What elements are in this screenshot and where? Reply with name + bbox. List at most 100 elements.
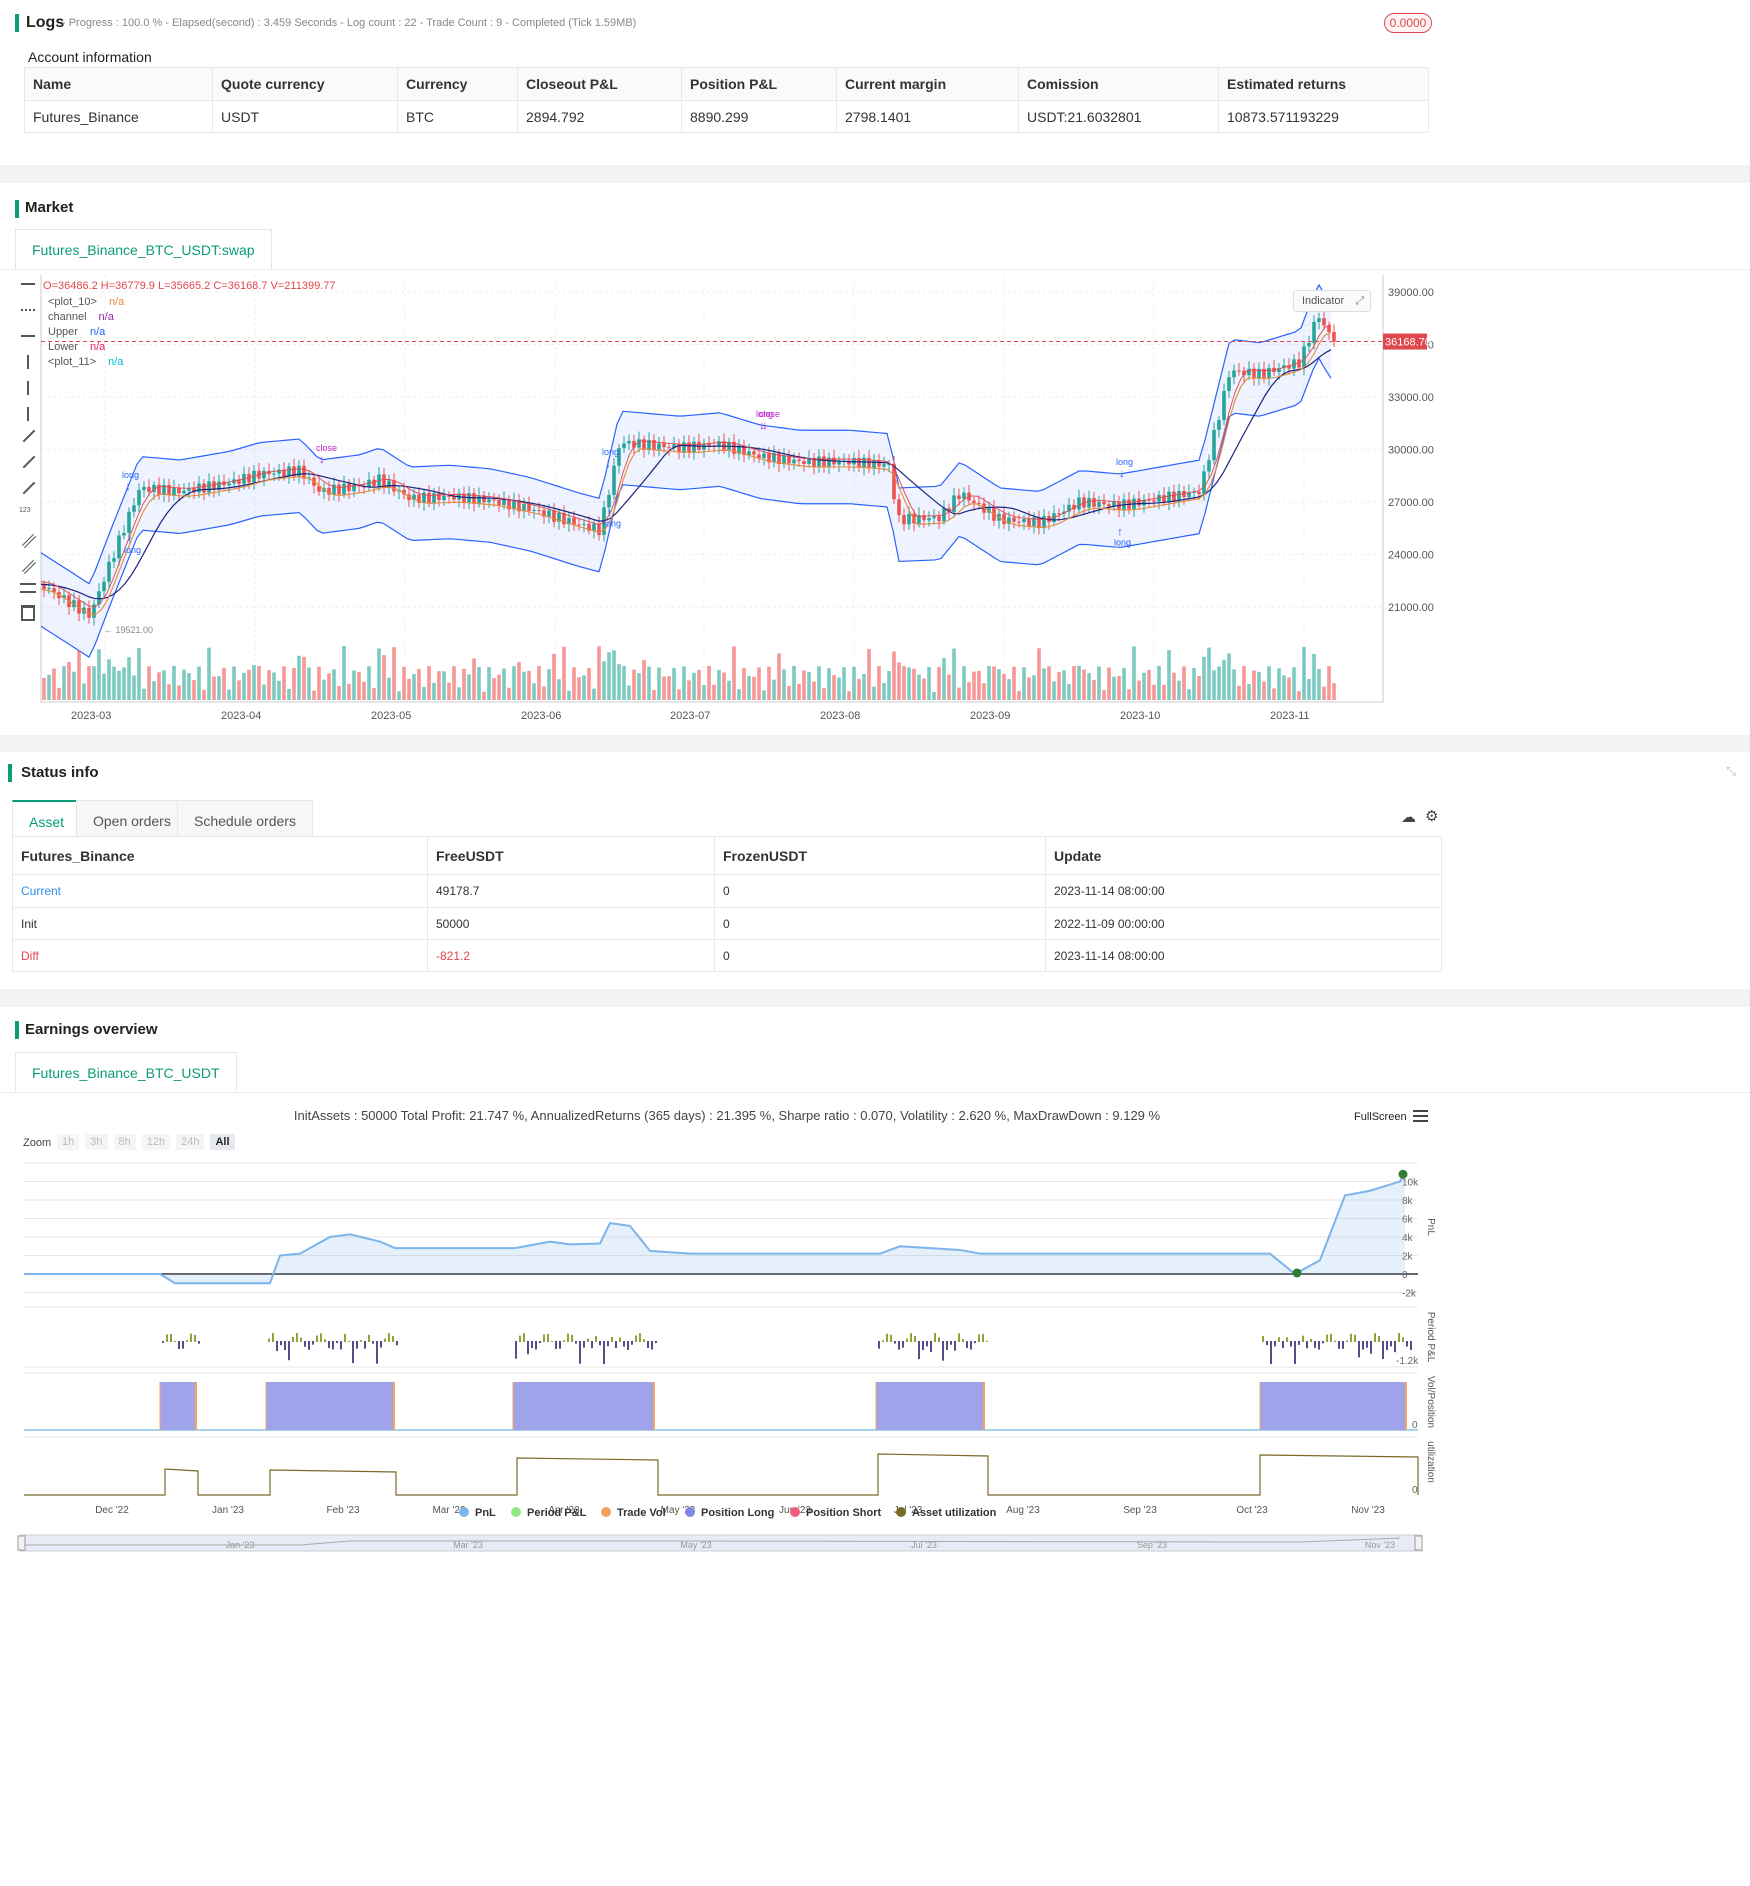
- volume-bar: [697, 669, 701, 700]
- zoom-1h[interactable]: 1h: [57, 1134, 80, 1150]
- zoom-12h[interactable]: 12h: [141, 1134, 171, 1150]
- zoom-8h[interactable]: 8h: [113, 1134, 136, 1150]
- period-pnl-bar: [1326, 1334, 1328, 1342]
- asset-row: Init 50000 0 2022-11-09 00:00:00: [12, 907, 1442, 940]
- period-pnl-bar: [962, 1339, 964, 1342]
- volume-bar: [1302, 646, 1306, 700]
- candle-body: [557, 512, 561, 522]
- candle-body: [127, 511, 131, 533]
- period-pnl-bar: [1342, 1341, 1344, 1349]
- volume-bar: [297, 655, 301, 700]
- period-pnl-bar: [1406, 1341, 1408, 1347]
- horizontal-line-icon[interactable]: [21, 283, 35, 285]
- extended-line-icon[interactable]: [21, 335, 35, 337]
- volume-bar: [1072, 666, 1076, 700]
- fullscreen-button[interactable]: FullScreen: [1354, 1111, 1407, 1123]
- zoom-3h[interactable]: 3h: [85, 1134, 108, 1150]
- period-pnl-bar: [296, 1333, 298, 1342]
- volume-bar: [347, 683, 351, 700]
- period-pnl-bar: [954, 1341, 956, 1351]
- volume-bar: [87, 666, 91, 700]
- fib-retracement-icon[interactable]: [20, 583, 36, 593]
- tab-schedule-orders[interactable]: Schedule orders: [177, 800, 313, 840]
- candle-body: [1002, 513, 1006, 525]
- account-col: Currency: [397, 67, 518, 101]
- volume-bar: [1042, 668, 1046, 700]
- volume-bar: [852, 666, 856, 700]
- volume-bar: [642, 659, 646, 700]
- candle-body: [502, 499, 506, 506]
- trade-arrow-icon: ↓: [762, 418, 768, 432]
- period-pnl-bar: [1374, 1333, 1376, 1342]
- volume-bar: [1167, 649, 1171, 700]
- volume-bar: [717, 670, 721, 700]
- volume-bar: [1122, 667, 1126, 700]
- low-tag: ← 19521.00: [104, 625, 153, 635]
- cloud-download-icon[interactable]: ☁: [1401, 809, 1416, 826]
- asset-cell: 0: [714, 907, 1046, 940]
- tab-market-symbol[interactable]: Futures_Binance_BTC_USDT:swap: [15, 229, 272, 269]
- candle-body: [817, 456, 821, 467]
- tab-asset[interactable]: Asset: [12, 800, 82, 840]
- candle-body: [412, 494, 416, 500]
- candle-body: [857, 457, 861, 468]
- candle-body: [92, 604, 96, 618]
- volume-bar: [902, 666, 906, 700]
- zoom-all[interactable]: All: [210, 1134, 235, 1150]
- navigator-label: Mar '23: [453, 1540, 483, 1550]
- expand-icon[interactable]: ⤢: [1355, 295, 1365, 307]
- tab-earnings-symbol[interactable]: Futures_Binance_BTC_USDT: [15, 1052, 237, 1092]
- trash-icon[interactable]: [21, 605, 35, 621]
- period-pnl-bar: [1314, 1341, 1316, 1348]
- menu-icon-bar: [1413, 1115, 1428, 1117]
- vertical-line-icon[interactable]: [27, 355, 29, 369]
- candle-body: [692, 441, 696, 453]
- volume-bar: [222, 667, 226, 700]
- volume-bar: [1282, 675, 1286, 700]
- horizontal-ray-icon[interactable]: [21, 309, 35, 311]
- period-pnl-bar: [970, 1341, 972, 1350]
- period-pnl-bar: [958, 1333, 960, 1342]
- kline-chart[interactable]: 39000.0036000.0033000.0030000.0027000.00…: [0, 275, 1750, 725]
- volume-bar: [342, 646, 346, 700]
- pnl-tick: 0: [1402, 1270, 1408, 1281]
- trade-arrow-icon: ↑: [127, 532, 133, 546]
- zoom-24h[interactable]: 24h: [176, 1134, 205, 1150]
- indicator-button[interactable]: Indicator ⤢: [1293, 290, 1372, 312]
- collapse-icon[interactable]: ⤡: [1726, 764, 1736, 778]
- candle-body: [437, 493, 441, 501]
- indicator-legend: <plot_10> n/a channel n/a Upper n/a Lower n/a <p…: [48, 295, 124, 370]
- vertical-ray-icon[interactable]: [27, 381, 29, 395]
- pnl-high-dot: [1398, 1169, 1408, 1179]
- account-col: Estimated returns: [1218, 67, 1429, 101]
- volume-bar: [337, 685, 341, 700]
- period-pnl-bar: [527, 1341, 529, 1355]
- period-pnl-bar: [1290, 1341, 1292, 1347]
- earnings-chart[interactable]: 10k 8k 6k 4k 2k 0 -2k -1.2k 0 0 PnL Period P&L Vol/P…: [0, 1157, 1454, 1886]
- x-tick-label: 2023-10: [1120, 710, 1160, 722]
- period-pnl-bar: [607, 1341, 609, 1347]
- candle-body: [782, 455, 786, 465]
- gear-icon[interactable]: ⚙: [1425, 808, 1439, 825]
- period-pnl-bar: [396, 1341, 398, 1346]
- period-pnl-bar: [352, 1341, 354, 1364]
- period-pnl-bar: [926, 1341, 928, 1347]
- candle-body: [1282, 365, 1286, 369]
- zoom-buttons: 1h 3h 8h 12h 24h All: [57, 1134, 241, 1152]
- position-long-block: [266, 1382, 394, 1430]
- tab-open-orders[interactable]: Open orders: [76, 800, 188, 840]
- volume-bar: [672, 667, 676, 700]
- profit-badge: 0.0000: [1384, 13, 1432, 33]
- account-cell: 8890.299: [681, 100, 837, 133]
- menu-icon[interactable]: [1413, 1110, 1428, 1122]
- price-label-icon[interactable]: 123: [19, 507, 31, 514]
- volume-bar: [752, 676, 756, 700]
- vertical-segment-icon[interactable]: [27, 407, 29, 421]
- position-long-block: [1260, 1382, 1406, 1430]
- volume-bar: [627, 685, 631, 700]
- volume-bar: [1242, 666, 1246, 700]
- volume-bar: [942, 658, 946, 700]
- volume-bar: [812, 681, 816, 700]
- volume-bar: [272, 672, 276, 700]
- candle-body: [297, 465, 301, 477]
